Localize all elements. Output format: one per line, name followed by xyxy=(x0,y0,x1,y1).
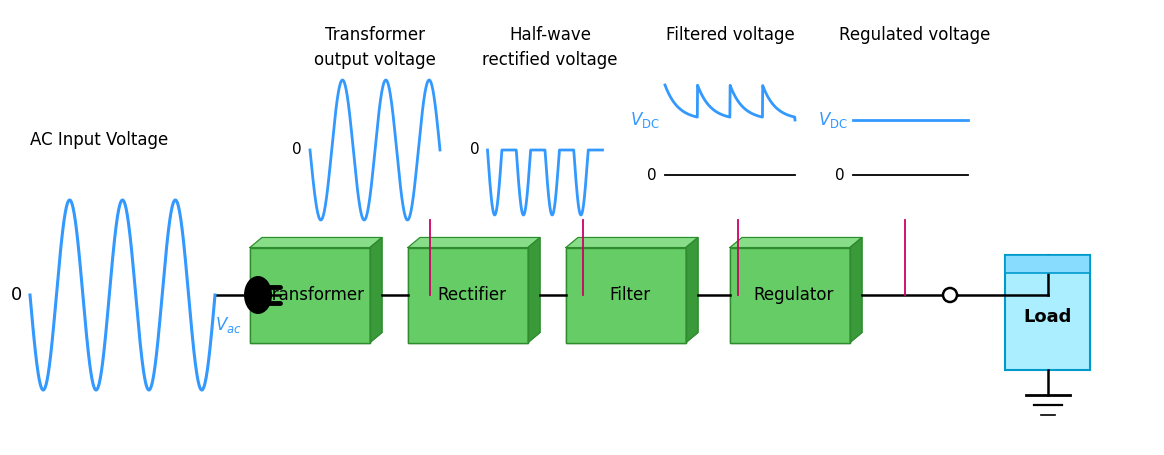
Text: 0: 0 xyxy=(470,142,480,157)
FancyBboxPatch shape xyxy=(730,248,850,343)
Text: Half-wave: Half-wave xyxy=(509,26,591,44)
Polygon shape xyxy=(686,238,698,343)
Polygon shape xyxy=(409,238,540,248)
FancyBboxPatch shape xyxy=(566,248,686,343)
Ellipse shape xyxy=(244,276,272,314)
Text: AC Input Voltage: AC Input Voltage xyxy=(30,131,169,149)
Text: Rectifier: Rectifier xyxy=(438,286,506,304)
Text: Load: Load xyxy=(1023,308,1072,327)
Text: Filter: Filter xyxy=(610,286,651,304)
Text: $V_{ac}$: $V_{ac}$ xyxy=(215,315,242,335)
FancyBboxPatch shape xyxy=(1005,255,1090,370)
Polygon shape xyxy=(850,238,863,343)
Polygon shape xyxy=(566,238,698,248)
FancyBboxPatch shape xyxy=(730,248,850,343)
FancyBboxPatch shape xyxy=(250,248,370,343)
Polygon shape xyxy=(370,238,382,343)
Text: 0: 0 xyxy=(835,167,845,182)
Text: 0: 0 xyxy=(292,142,301,157)
Text: $V_{\rm DC}$: $V_{\rm DC}$ xyxy=(630,110,660,130)
Text: 0: 0 xyxy=(10,286,22,304)
FancyBboxPatch shape xyxy=(409,248,528,343)
Circle shape xyxy=(943,288,957,302)
Polygon shape xyxy=(730,238,863,248)
Text: 0: 0 xyxy=(647,167,656,182)
Text: Transformer: Transformer xyxy=(325,26,425,44)
Text: output voltage: output voltage xyxy=(314,51,436,69)
Text: $V_{\rm DC}$: $V_{\rm DC}$ xyxy=(818,110,847,130)
Text: Regulated voltage: Regulated voltage xyxy=(839,26,991,44)
Text: Regulator: Regulator xyxy=(754,286,835,304)
Text: Filtered voltage: Filtered voltage xyxy=(666,26,794,44)
FancyBboxPatch shape xyxy=(1005,255,1090,273)
Polygon shape xyxy=(528,238,540,343)
Text: rectified voltage: rectified voltage xyxy=(482,51,618,69)
FancyBboxPatch shape xyxy=(409,248,528,343)
FancyBboxPatch shape xyxy=(566,248,686,343)
FancyBboxPatch shape xyxy=(250,248,370,343)
Text: Transformer: Transformer xyxy=(264,286,364,304)
Polygon shape xyxy=(250,238,382,248)
